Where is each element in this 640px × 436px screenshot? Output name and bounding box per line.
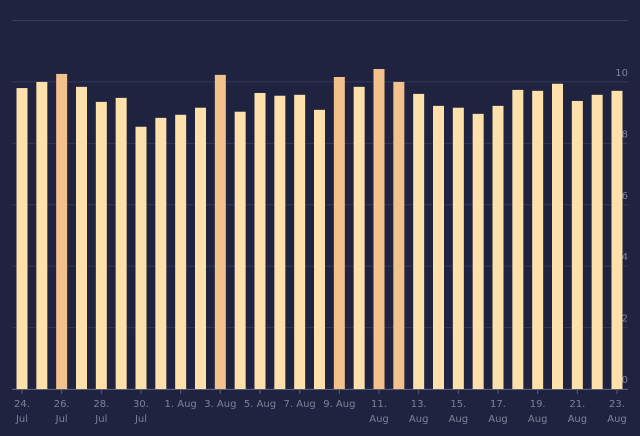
x-tick-label: Aug	[369, 414, 389, 425]
x-tick-label: 19.	[530, 399, 546, 410]
bar	[314, 109, 325, 389]
bar	[234, 111, 246, 390]
bar	[611, 90, 623, 389]
bar	[353, 86, 365, 389]
x-tick-label: 1. Aug	[165, 399, 197, 410]
bar	[571, 100, 583, 389]
x-tick-label: 26.	[54, 399, 70, 410]
bar	[36, 81, 48, 390]
x-tick-label: Jul	[15, 414, 28, 425]
bar	[195, 107, 206, 389]
y-tick-label: 4	[622, 252, 628, 263]
x-tick-label: 9. Aug	[323, 399, 355, 410]
x-tick-label: 7. Aug	[284, 399, 316, 410]
bar	[433, 105, 444, 389]
y-tick-label: 2	[622, 314, 628, 325]
bar	[16, 88, 28, 389]
y-tick-label: 8	[622, 129, 628, 140]
x-tick-label: 30.	[133, 399, 149, 410]
x-tick-label: 23.	[609, 399, 625, 410]
bar	[76, 86, 87, 389]
x-tick-label: 28.	[93, 399, 109, 410]
y-tick-label: 0	[622, 375, 628, 386]
bar	[95, 101, 107, 390]
x-tick-label: Aug	[568, 414, 588, 425]
bar	[472, 113, 484, 389]
x-tick-label: 5. Aug	[244, 399, 276, 410]
bar	[115, 97, 127, 389]
x-tick-label: Aug	[409, 414, 429, 425]
bar	[452, 107, 464, 389]
x-tick-label: Jul	[94, 414, 107, 425]
bar	[512, 89, 524, 390]
x-tick-label: 21.	[569, 399, 585, 410]
x-tick-label: Aug	[449, 414, 469, 425]
bar	[175, 114, 187, 389]
x-tick-label: 24.	[14, 399, 30, 410]
bar	[492, 105, 504, 389]
bar	[135, 126, 147, 390]
x-tick-label: Jul	[55, 414, 68, 425]
x-tick-label: 17.	[490, 399, 506, 410]
bar	[294, 94, 306, 390]
bar	[214, 74, 226, 389]
bar	[274, 95, 286, 390]
bar	[532, 90, 544, 389]
x-tick-label: Aug	[528, 414, 548, 425]
bar	[373, 69, 385, 389]
x-tick-label: 3. Aug	[204, 399, 236, 410]
y-tick-label: 6	[622, 191, 628, 202]
y-tick-label: 10	[615, 68, 628, 79]
x-tick-label: Aug	[488, 414, 508, 425]
bar	[333, 77, 345, 390]
bar	[393, 81, 405, 390]
x-tick-label: Aug	[607, 414, 627, 425]
x-tick-label: 15.	[450, 399, 466, 410]
bar	[254, 92, 266, 389]
bar	[413, 93, 425, 389]
bar	[155, 117, 167, 390]
x-tick-label: Jul	[134, 414, 147, 425]
bar	[56, 73, 68, 390]
bar	[552, 83, 563, 390]
x-tick-label: 13.	[411, 399, 427, 410]
x-tick-label: 11.	[371, 399, 387, 410]
bar	[591, 94, 603, 390]
